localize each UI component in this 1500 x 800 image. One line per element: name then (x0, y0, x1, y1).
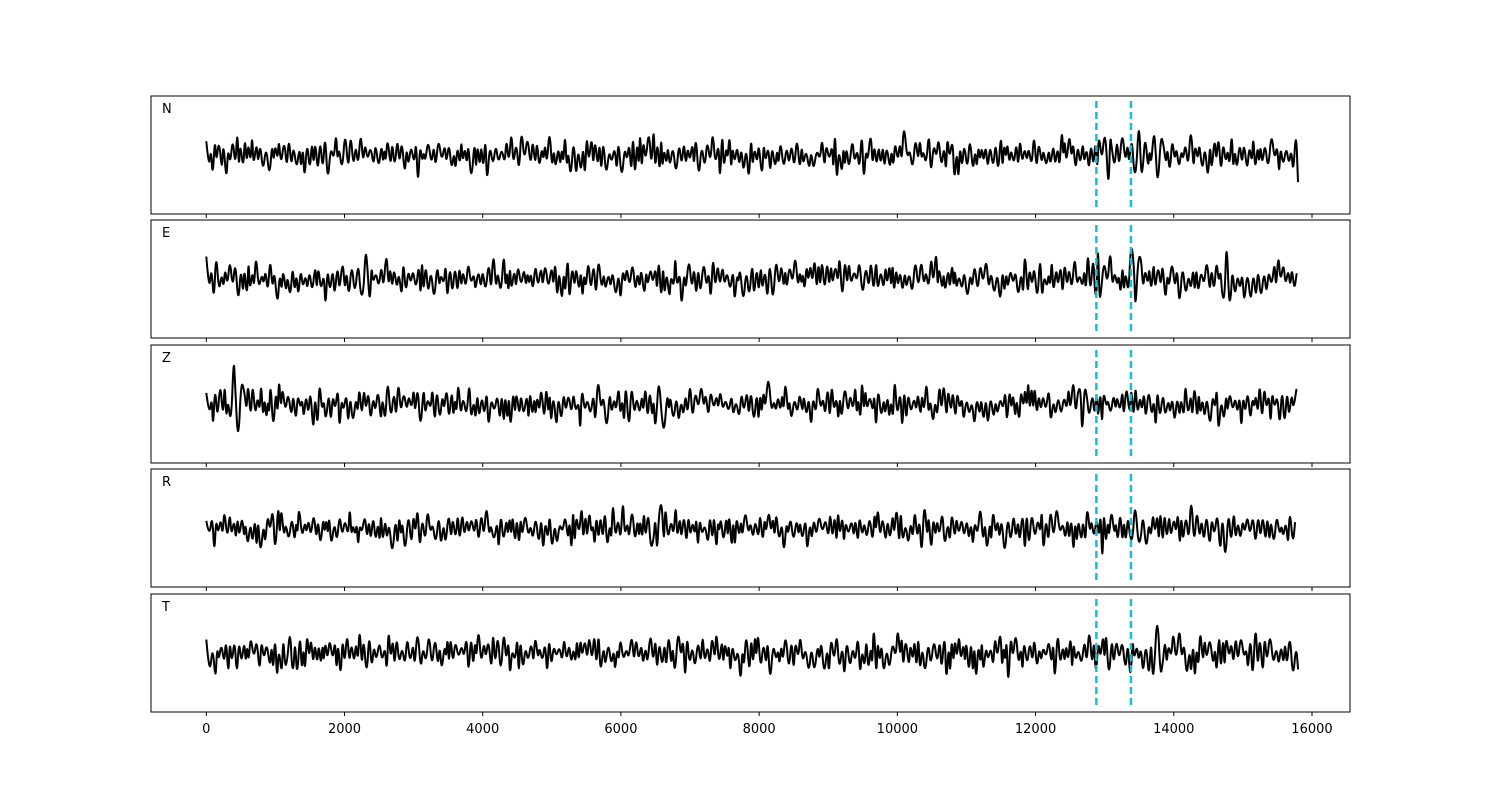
x-axis: 0 2000 4000 6000 8000 10000 12000 14000 16000 (202, 722, 1333, 737)
panel-label: Z (162, 351, 171, 366)
panel-n: N (150, 95, 1351, 218)
trace-n (205, 130, 1299, 183)
trace-e (205, 247, 1298, 303)
x-tick-label: 0 (202, 722, 210, 737)
panel-z: Z (150, 344, 1351, 467)
x-tick-label: 14000 (1153, 722, 1194, 737)
x-tick-label: 2000 (328, 722, 361, 737)
x-tick-label: 12000 (1015, 722, 1056, 737)
x-tick-label: 16000 (1291, 722, 1332, 737)
trace-t (205, 624, 1300, 678)
x-tick-label: 4000 (466, 722, 499, 737)
trace-r (205, 504, 1297, 555)
x-tick-label: 8000 (743, 722, 776, 737)
panels-layer: N E Z R T (150, 95, 1351, 716)
x-tick-label: 6000 (604, 722, 637, 737)
panel-label: N (162, 102, 172, 117)
panel-r: R (150, 468, 1351, 591)
trace-z (205, 364, 1298, 433)
x-tick-label: 10000 (877, 722, 918, 737)
panel-label: R (162, 475, 171, 490)
panel-t: T (150, 593, 1351, 716)
panel-label: E (162, 226, 170, 241)
panel-label: T (161, 600, 170, 615)
panel-e: E (150, 219, 1351, 342)
